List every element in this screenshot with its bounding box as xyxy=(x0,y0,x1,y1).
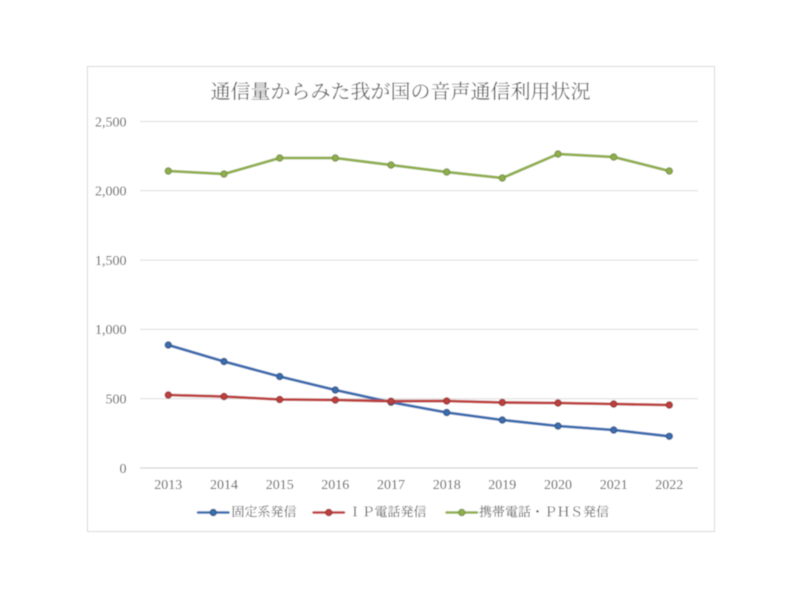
svg-text:2017: 2017 xyxy=(377,478,405,493)
svg-text:2016: 2016 xyxy=(321,478,349,493)
svg-text:0: 0 xyxy=(120,462,127,477)
svg-text:2,000: 2,000 xyxy=(95,185,127,200)
svg-text:2014: 2014 xyxy=(210,478,238,493)
svg-text:2020: 2020 xyxy=(544,478,572,493)
svg-text:2,500: 2,500 xyxy=(95,115,127,130)
svg-text:2013: 2013 xyxy=(154,478,182,493)
svg-text:2015: 2015 xyxy=(266,478,294,493)
svg-text:500: 500 xyxy=(106,393,127,408)
svg-text:1,000: 1,000 xyxy=(95,323,127,338)
svg-text:2019: 2019 xyxy=(488,478,516,493)
svg-text:2022: 2022 xyxy=(655,478,683,493)
svg-text:2018: 2018 xyxy=(433,478,461,493)
svg-text:1,500: 1,500 xyxy=(95,254,127,269)
svg-text:2021: 2021 xyxy=(600,478,628,493)
